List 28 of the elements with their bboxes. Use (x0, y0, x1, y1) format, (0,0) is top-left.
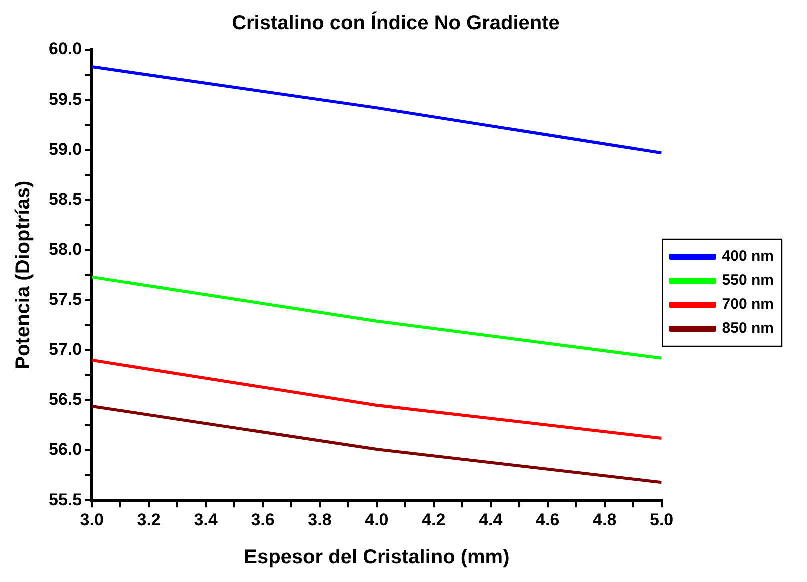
x-tick-label: 4.6 (536, 510, 560, 530)
y-tick-label: 59.0 (48, 140, 82, 159)
y-tick-label: 57.0 (48, 340, 82, 360)
y-tick-label: 59.5 (48, 90, 82, 109)
legend-label: 550 nm (722, 272, 774, 290)
x-tick-label: 4.4 (479, 510, 504, 530)
x-tick-label: 3.2 (137, 510, 161, 530)
chart-title: Cristalino con Índice No Gradiente (232, 12, 560, 35)
legend-label: 700 nm (722, 296, 774, 314)
x-tick-label: 3.6 (251, 510, 275, 530)
y-tick-label: 56.5 (48, 390, 82, 410)
y-tick-label: 60.0 (48, 40, 82, 59)
y-tick-label: 56.0 (48, 440, 82, 460)
y-tick-label: 58.0 (48, 240, 82, 259)
y-tick-label: 58.5 (48, 190, 82, 209)
y-axis-title: Potencia (Dioptrías) (12, 180, 35, 370)
y-tick-label: 57.5 (48, 290, 82, 310)
x-tick-label: 3.8 (308, 510, 332, 530)
x-tick-label: 4.2 (422, 510, 446, 530)
legend-label: 850 nm (722, 320, 774, 338)
x-tick-label: 4.0 (365, 510, 389, 530)
x-tick-label: 3.4 (194, 510, 218, 530)
y-tick-label: 55.5 (48, 490, 82, 510)
legend-label: 400 nm (722, 248, 774, 266)
x-tick-label: 5.0 (650, 510, 674, 530)
x-tick-label: 3.0 (80, 510, 104, 530)
x-axis-title: Espesor del Cristalino (mm) (244, 546, 510, 569)
x-tick-label: 4.8 (593, 510, 617, 530)
